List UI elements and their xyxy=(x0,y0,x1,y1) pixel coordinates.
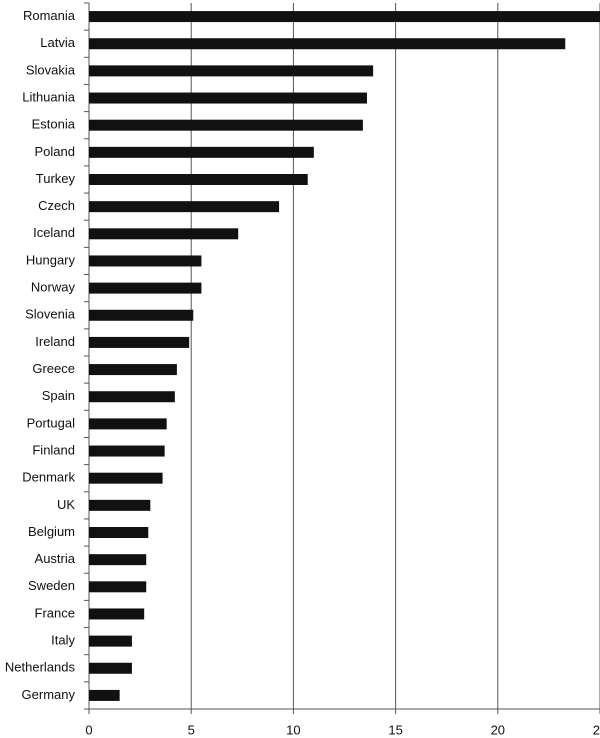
bar xyxy=(89,255,202,267)
bar xyxy=(89,689,120,701)
bar xyxy=(89,581,147,593)
bar xyxy=(89,527,149,538)
y-tick-label: Lithuania xyxy=(22,89,76,104)
bar xyxy=(89,146,314,158)
bar xyxy=(89,391,175,403)
bar xyxy=(89,228,239,240)
y-tick-label: Latvia xyxy=(40,35,75,50)
bar xyxy=(89,364,177,376)
y-tick-label: Greece xyxy=(32,361,75,376)
bar xyxy=(89,608,145,620)
y-tick-label: Spain xyxy=(42,388,75,403)
bar xyxy=(89,635,132,647)
bar xyxy=(89,336,190,348)
x-tick-label: 20 xyxy=(491,722,505,737)
bar xyxy=(89,472,163,484)
y-tick-label: Czech xyxy=(38,198,75,213)
y-tick-label: Turkey xyxy=(36,171,76,186)
x-tick-label: 25 xyxy=(593,722,600,737)
bar xyxy=(89,201,280,213)
bar xyxy=(89,445,165,457)
x-tick-label: 5 xyxy=(188,722,195,737)
bar xyxy=(89,499,151,511)
x-tick-label: 10 xyxy=(286,722,300,737)
bar xyxy=(89,65,374,77)
y-tick-label: France xyxy=(35,605,75,620)
y-tick-label: Slovenia xyxy=(25,307,76,322)
bar xyxy=(89,418,167,430)
y-tick-label: Norway xyxy=(31,280,76,295)
y-tick-label: Estonia xyxy=(32,117,76,132)
bar xyxy=(89,38,566,50)
bar xyxy=(89,92,367,104)
y-tick-label: Germany xyxy=(22,687,76,702)
y-tick-label: Netherlands xyxy=(5,660,76,675)
bar xyxy=(89,662,132,674)
bar xyxy=(89,554,147,566)
y-tick-label: Sweden xyxy=(28,578,75,593)
y-tick-label: Hungary xyxy=(26,252,76,267)
y-tick-label: Denmark xyxy=(22,470,75,485)
y-tick-label: Austria xyxy=(35,551,76,566)
bar xyxy=(89,282,202,294)
y-tick-label: Romania xyxy=(23,8,76,23)
x-tick-label: 0 xyxy=(85,722,92,737)
y-tick-label: Italy xyxy=(51,633,75,648)
y-tick-label: Iceland xyxy=(33,225,75,240)
bar xyxy=(89,174,308,185)
y-tick-label: Ireland xyxy=(35,334,75,349)
y-tick-label: Finland xyxy=(32,442,75,457)
y-tick-label: Portugal xyxy=(27,415,76,430)
bar xyxy=(89,11,600,23)
bar xyxy=(89,119,363,131)
bar xyxy=(89,309,194,321)
y-tick-label: Belgium xyxy=(28,524,75,539)
y-tick-label: UK xyxy=(57,497,75,512)
x-tick-label: 15 xyxy=(388,722,402,737)
y-tick-label: Slovakia xyxy=(26,62,76,77)
y-tick-label: Poland xyxy=(35,144,75,159)
